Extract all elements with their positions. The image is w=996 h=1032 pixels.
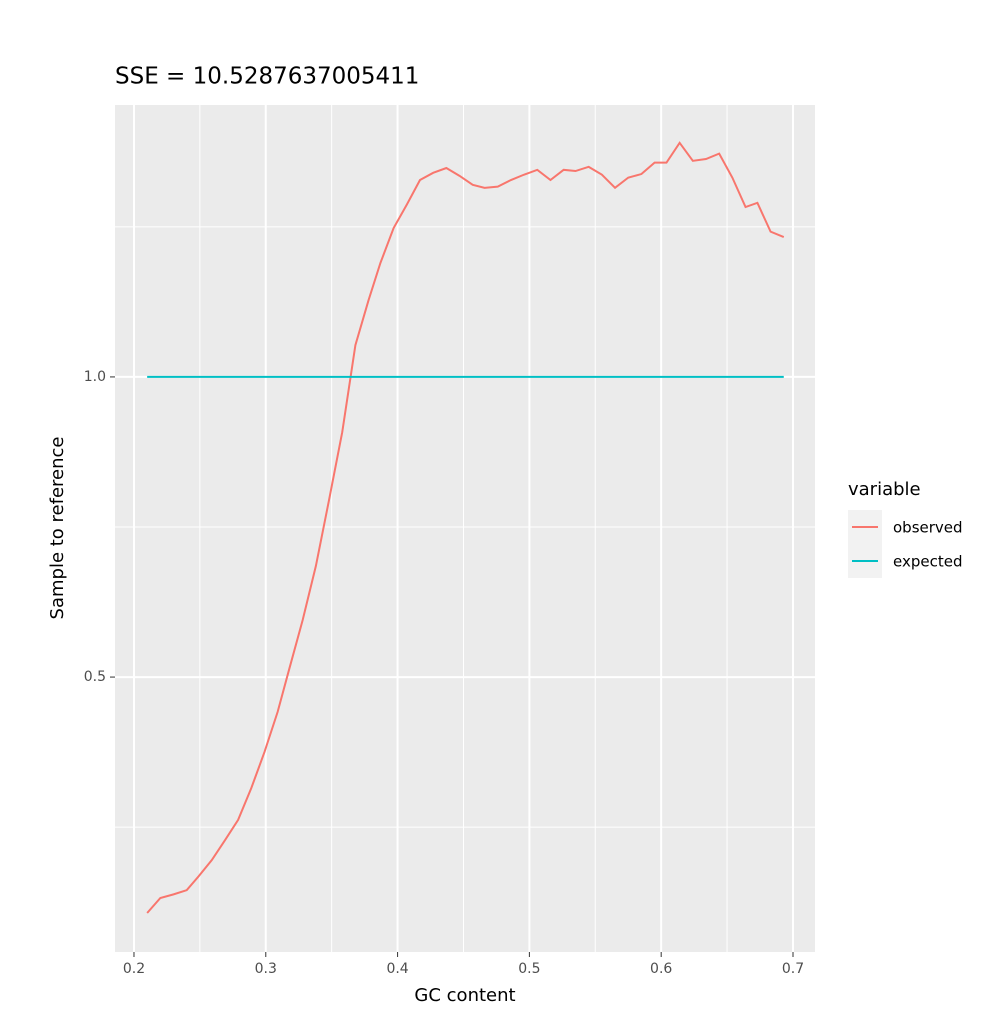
y-tick-label: 0.5 <box>84 669 106 685</box>
x-tick-label: 0.6 <box>650 961 672 977</box>
x-tick-label: 0.2 <box>123 961 145 977</box>
y-tick-label: 1.0 <box>84 369 106 385</box>
x-axis-title: GC content <box>414 985 515 1006</box>
chart-title: SSE = 10.5287637005411 <box>115 64 419 90</box>
x-tick-label: 0.7 <box>782 961 804 977</box>
legend-label: observed <box>893 519 963 537</box>
series-line <box>146 141 785 914</box>
x-tick-label: 0.5 <box>518 961 540 977</box>
x-tick-label: 0.4 <box>386 961 408 977</box>
y-axis-title: Sample to reference <box>47 437 68 620</box>
x-tick-label: 0.3 <box>255 961 277 977</box>
plot-panel <box>115 105 815 952</box>
legend-label: expected <box>893 553 962 571</box>
legend-title: variable <box>848 479 921 500</box>
